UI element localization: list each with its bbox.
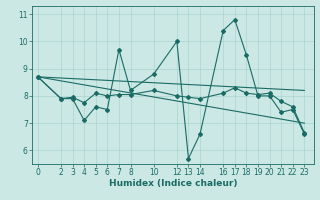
X-axis label: Humidex (Indice chaleur): Humidex (Indice chaleur): [108, 179, 237, 188]
